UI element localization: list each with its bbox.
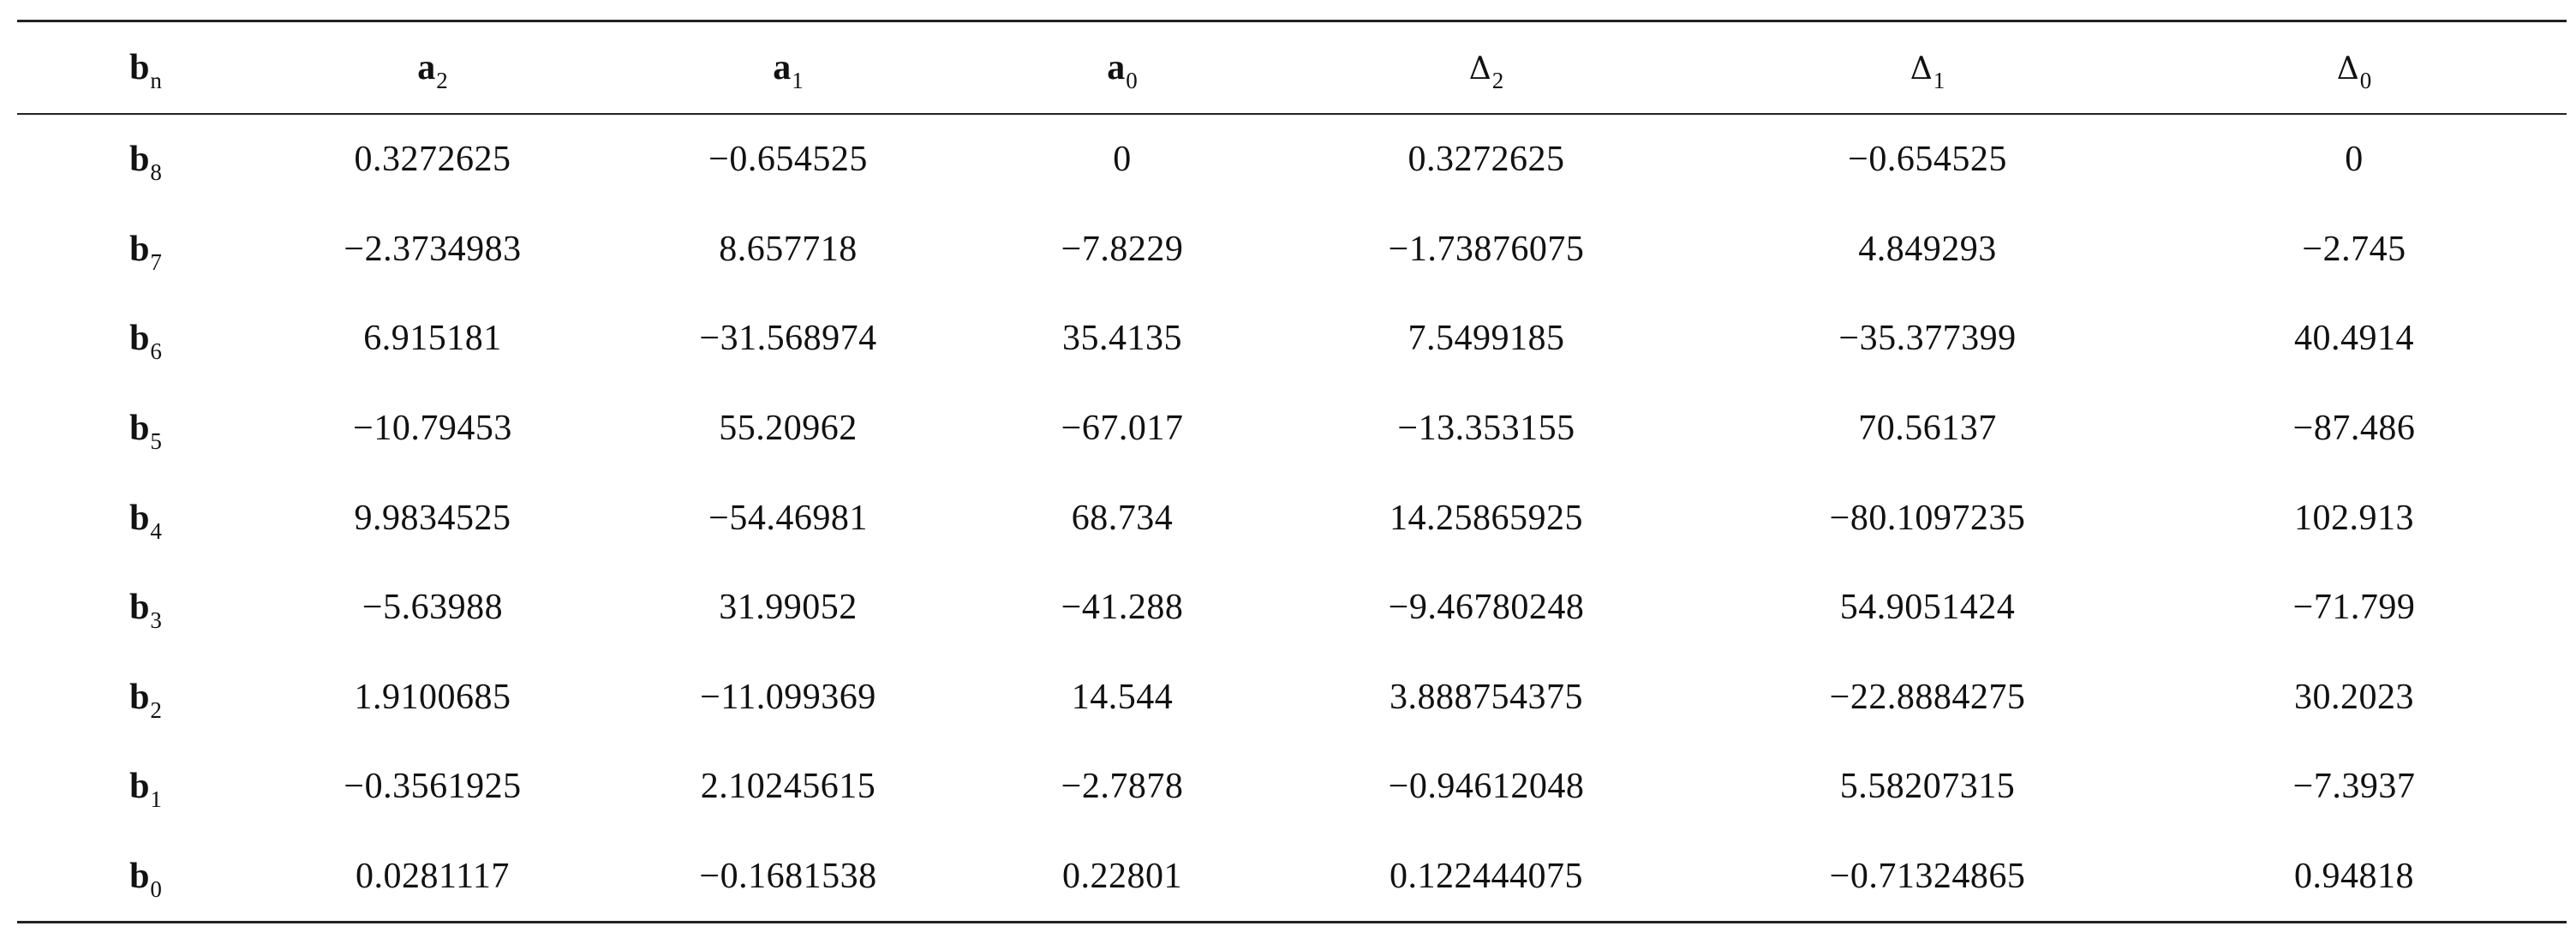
header-a1: a1 (773, 48, 804, 93)
table-row: b1 −0.3561925 2.10245615 −2.7878 −0.94612048… (17, 742, 2567, 832)
table-row: b0 0.0281117 −0.1681538 0.22801 0.122444075 −… (17, 832, 2567, 922)
table-cell: −0.3561925 (344, 767, 522, 807)
table-cell: 70.56137 (1858, 409, 1997, 449)
table-cell: −22.8884275 (1829, 677, 2026, 717)
table-cell: 68.734 (1071, 498, 1174, 538)
table-cell: −2.3734983 (344, 229, 522, 269)
table-cell: −2.745 (2302, 229, 2406, 269)
table-cell: 0.3272625 (1408, 140, 1565, 180)
table-cell: −67.017 (1061, 409, 1184, 449)
header-rule (17, 113, 2567, 115)
table-row: b4 9.9834525 −54.46981 68.734 14.25865925 −80… (17, 473, 2567, 563)
row-label: b6 (129, 319, 162, 365)
table-cell: −0.71324865 (1829, 857, 2026, 897)
table-body: b8 0.3272625 −0.654525 0 0.3272625 −0.654525 0… (17, 115, 2567, 921)
table-cell: −13.353155 (1397, 409, 1575, 449)
coefficient-table-container: bn a2 a1 a0 Δ2 Δ1 Δ0 b8 0.3272625 −0.65452… (17, 20, 2567, 924)
table-top-rule (17, 20, 2567, 22)
table-cell: −0.94612048 (1388, 767, 1585, 807)
table-cell: 6.915181 (363, 319, 502, 359)
table-row: b3 −5.63988 31.99052 −41.288 −9.46780248 54.9… (17, 563, 2567, 653)
table-cell: −0.654525 (1848, 140, 2007, 180)
table-cell: 31.99052 (719, 588, 858, 628)
table-bottom-rule (17, 921, 2567, 924)
table-cell: 0 (1113, 140, 1132, 180)
table-cell: −7.3937 (2292, 767, 2416, 807)
table-cell: 0.122444075 (1390, 857, 1583, 897)
table-cell: 5.58207315 (1839, 767, 2016, 807)
header-bn: bn (129, 48, 162, 93)
row-label: b8 (129, 140, 162, 186)
table-cell: −1.73876075 (1388, 229, 1585, 269)
table-cell: −80.1097235 (1829, 498, 2026, 538)
header-a0: a0 (1107, 48, 1138, 93)
header-delta0: Δ0 (2336, 51, 2372, 93)
table-cell: 1.9100685 (354, 677, 511, 717)
table-cell: 30.2023 (2294, 677, 2414, 717)
row-label: b0 (129, 857, 162, 903)
table-cell: −35.377399 (1838, 319, 2017, 359)
row-label: b5 (129, 409, 162, 455)
table-cell: 0.0281117 (356, 857, 510, 897)
table-cell: 0.3272625 (354, 140, 511, 180)
table-cell: 0.22801 (1062, 857, 1182, 897)
table-cell: 7.5499185 (1408, 319, 1565, 359)
row-label: b2 (129, 677, 162, 723)
table-row: b8 0.3272625 −0.654525 0 0.3272625 −0.654525 0 (17, 115, 2567, 205)
table-cell: 9.9834525 (354, 498, 511, 538)
table-row: b2 1.9100685 −11.099369 14.544 3.888754375 −2… (17, 653, 2567, 743)
table-row: b5 −10.79453 55.20962 −67.017 −13.353155 70.5… (17, 384, 2567, 474)
table-cell: 8.657718 (719, 229, 858, 269)
table-cell: −7.8229 (1061, 229, 1184, 269)
table-cell: 40.4914 (2294, 319, 2414, 359)
header-a2: a2 (417, 48, 448, 93)
table-cell: 0 (2345, 140, 2364, 180)
table-cell: −54.46981 (708, 498, 868, 538)
table-cell: −5.63988 (362, 588, 504, 628)
table-cell: 55.20962 (719, 409, 858, 449)
table-cell: −41.288 (1061, 588, 1184, 628)
table-cell: −10.79453 (353, 409, 512, 449)
table-cell: −2.7878 (1061, 767, 1184, 807)
table-row: b6 6.915181 −31.568974 35.4135 7.5499185 −35.… (17, 294, 2567, 384)
table-cell: 3.888754375 (1390, 677, 1583, 717)
table-row: b7 −2.3734983 8.657718 −7.8229 −1.73876075 4.… (17, 205, 2567, 295)
header-delta1: Δ1 (1910, 51, 1945, 93)
row-label: b7 (129, 229, 162, 275)
table-cell: −9.46780248 (1388, 588, 1585, 628)
table-cell: 14.544 (1071, 677, 1174, 717)
table-cell: −71.799 (2292, 588, 2416, 628)
row-label: b1 (129, 767, 162, 813)
coefficient-table: bn a2 a1 a0 Δ2 Δ1 Δ0 b8 0.3272625 −0.65452… (17, 22, 2567, 921)
header-delta2: Δ2 (1468, 51, 1504, 93)
table-cell: 102.913 (2294, 498, 2414, 538)
table-cell: 14.25865925 (1390, 498, 1583, 538)
table-cell: 2.10245615 (700, 767, 876, 807)
table-cell: 4.849293 (1858, 229, 1997, 269)
table-cell: −0.1681538 (699, 857, 877, 897)
table-header: bn a2 a1 a0 Δ2 Δ1 Δ0 (17, 22, 2567, 115)
table-cell: 35.4135 (1062, 319, 1182, 359)
table-cell: −31.568974 (699, 319, 877, 359)
table-cell: −87.486 (2292, 409, 2416, 449)
table-cell: 0.94818 (2294, 857, 2414, 897)
row-label: b3 (129, 588, 162, 634)
table-cell: 54.9051424 (1839, 588, 2016, 628)
table-cell: −11.099369 (700, 677, 876, 717)
row-label: b4 (129, 498, 162, 544)
table-cell: −0.654525 (708, 140, 868, 180)
header-row: bn a2 a1 a0 Δ2 Δ1 Δ0 (17, 22, 2567, 113)
